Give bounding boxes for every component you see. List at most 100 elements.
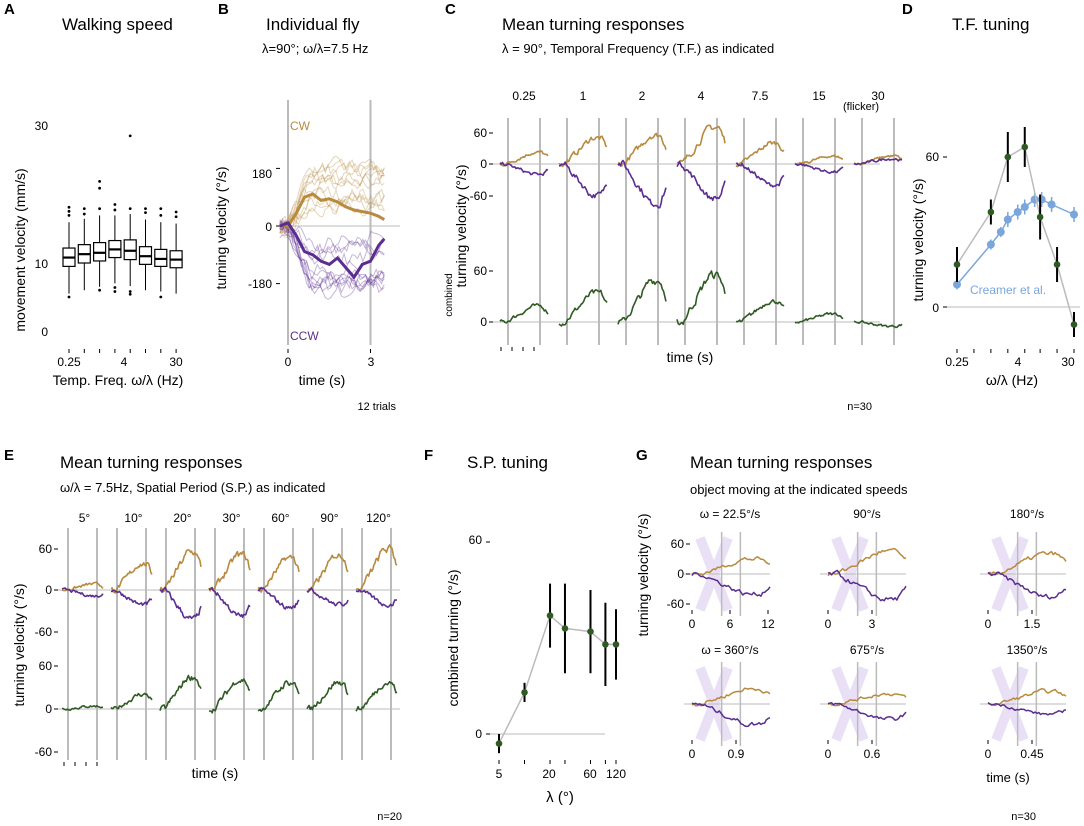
xtick-label: 0 [689,747,696,761]
ccw-trace [827,569,907,602]
ytick-f-0: 0 [475,727,482,741]
ccw-trace [306,587,349,607]
xtick-a-1: 4 [121,355,128,369]
ccw-trace [853,157,903,166]
ccw-trace [559,161,608,199]
box-outlier [113,203,117,206]
tuning-point [1021,143,1029,151]
combined-trace [617,279,667,325]
box-outlier [98,186,101,190]
ytick-b-n180: -180 [248,277,272,291]
trial-cw [279,158,385,235]
xlabel-c: time (s) [667,349,714,365]
condition-label: 120° [366,511,391,525]
trial-cw [279,187,385,238]
trial-ccw [279,220,385,300]
creamer-point [1070,210,1078,219]
note-g: n=30 [1011,811,1036,823]
ylabel-g: turning velocity (°/s) [635,513,651,636]
creamer-point [953,280,961,289]
cw-trace [617,132,667,167]
trial-ccw [279,234,385,265]
ccw-trace [735,162,785,188]
box-outlier [174,215,178,219]
ytick-g-60: 60 [671,537,685,551]
ytick-e-n60: -60 [35,625,53,639]
trial-ccw [279,221,385,292]
combined-trace [159,674,202,711]
ytick-e-b0: 0 [45,702,52,716]
xtick-label: 0.6 [864,747,881,761]
xtick-a-2: 30 [169,355,183,369]
xlabel-f: λ (°) [546,789,574,806]
speed-label: 180°/s [1010,507,1044,521]
ccw-label-b: CCW [290,329,319,343]
box-outlier [159,207,163,211]
cw-trace [558,135,608,168]
combined-trace [110,692,153,710]
flicker-label-c: (flicker) [843,101,879,113]
ytick-c-b0: 0 [480,315,487,329]
mean-cw-line [279,192,386,228]
ytick-e-60: 60 [39,542,53,556]
trial-cw [279,155,385,232]
ytick-e-b60: 60 [39,659,53,673]
ccw-trace [208,587,251,619]
combined-trace [306,681,349,711]
box-outlier [113,290,117,293]
ylabel-c: turning velocity (°/s) [453,164,469,287]
cw-label-b: CW [290,119,311,133]
trial-ccw [279,221,385,255]
box-outlier [82,207,86,211]
ytick-a-30: 30 [35,119,49,133]
condition-label: 4 [698,89,705,103]
tuning-point [495,740,503,747]
condition-label: 1 [580,89,587,103]
condition-label: 90° [320,511,338,525]
box-outlier [128,207,132,211]
cw-trace [208,550,251,592]
cw-trace [159,549,202,593]
xlabel-d: ω/λ (Hz) [986,372,1038,388]
xtick-f-2: 60 [583,767,597,781]
panel-letter-f: F [424,447,433,464]
box-outlier [174,210,178,214]
subtitle-b: λ=90°; ω/λ=7.5 Hz [262,41,368,56]
ytick-f-60: 60 [469,533,483,547]
ytick-d-60: 60 [926,150,940,164]
creamer-point [1003,215,1012,224]
cw-trace [691,687,771,707]
ccw-trace [676,160,726,202]
xtick-f-0: 5 [496,767,503,781]
note-b: 12 trials [357,401,396,413]
speed-label: 90°/s [853,507,880,521]
title-a: Walking speed [62,15,173,34]
creamer-point [996,228,1005,236]
ytick-c-n60: -60 [470,189,488,203]
mean-ccw-line [279,220,386,280]
combined-trace [499,303,549,324]
panel-letter-g: G [636,447,648,464]
ylabel-e: turning velocity (°/s) [11,583,27,706]
cw-trace [735,140,785,168]
ytick-c-0: 0 [480,157,487,171]
condition-label: 0.25 [512,89,536,103]
xtick-d-0: 0.25 [945,355,969,369]
cw-trace [257,554,300,593]
ccw-trace [691,571,771,597]
condition-label: 30 [871,89,885,103]
box-outlier [67,209,71,213]
box-outlier [82,212,86,216]
tuning-point [953,261,961,268]
box-outlier [128,290,132,293]
title-d: T.F. tuning [952,15,1030,34]
tuning-point [1070,321,1078,328]
xtick-label: 0.9 [728,747,745,761]
box-outlier [144,207,147,211]
xtick-f-3: 120 [606,767,626,781]
condition-label: 2 [639,89,646,103]
condition-label: 60° [271,511,289,525]
tuning-point [561,625,569,632]
combined-trace [676,270,726,326]
